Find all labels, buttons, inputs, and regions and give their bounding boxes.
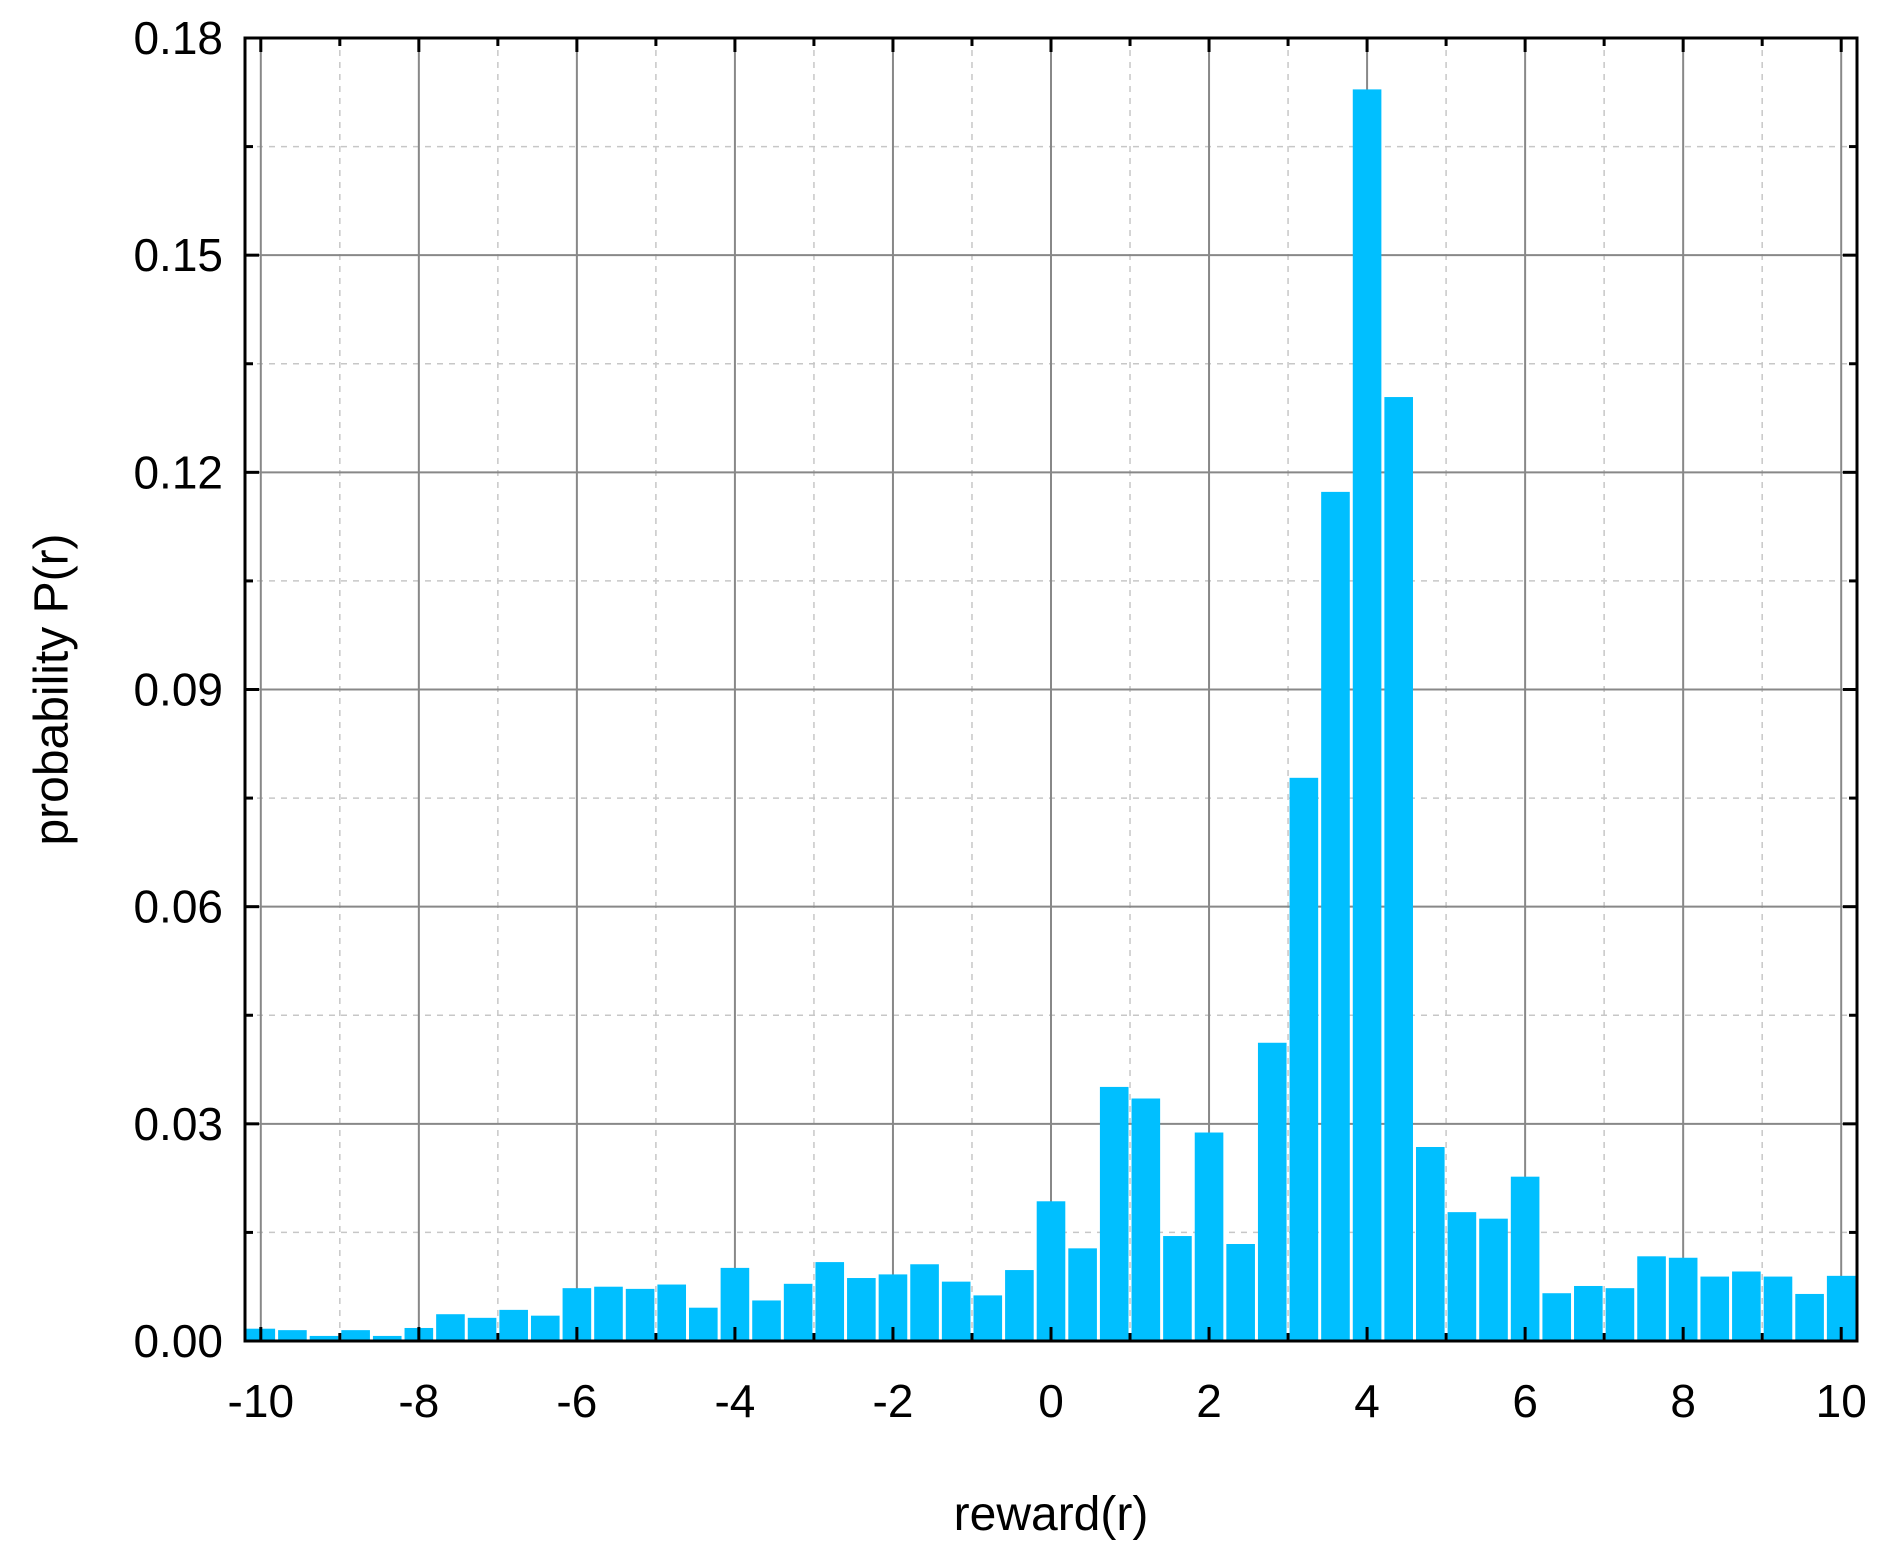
histogram-bar (1700, 1276, 1730, 1341)
histogram-bar (973, 1295, 1003, 1341)
histogram-bar (1415, 1146, 1445, 1341)
histogram-bar (1099, 1086, 1129, 1341)
histogram-bar (1574, 1285, 1603, 1341)
histogram-bar (1795, 1293, 1824, 1341)
histogram-bar (1036, 1201, 1066, 1341)
bars (246, 89, 1856, 1342)
x-axis-title: reward(r) (954, 1488, 1149, 1541)
x-tick-label: 4 (1354, 1375, 1380, 1427)
y-tick-label: 0.09 (133, 664, 223, 716)
histogram-bar (278, 1330, 307, 1341)
histogram-bar (625, 1288, 655, 1341)
histogram-bar (1163, 1236, 1192, 1341)
histogram-bar (594, 1286, 623, 1341)
x-tick-label: -8 (398, 1375, 439, 1427)
y-tick-labels: 0.00 0.03 0.06 0.09 0.12 0.15 0.18 (133, 12, 223, 1367)
histogram-bar (1068, 1248, 1097, 1341)
x-tick-labels: -10 -8 -6 -4 -2 0 2 4 6 8 10 (228, 1375, 1867, 1427)
histogram-bar (941, 1281, 971, 1341)
histogram-bar (1605, 1288, 1635, 1341)
x-tick-label: -4 (714, 1375, 755, 1427)
x-tick-label: 8 (1670, 1375, 1696, 1427)
histogram-bar (1542, 1293, 1572, 1341)
x-tick-label: -6 (556, 1375, 597, 1427)
histogram-bar (815, 1262, 845, 1341)
x-tick-label: 10 (1816, 1375, 1867, 1427)
histogram-bar (1732, 1271, 1761, 1341)
histogram-bar (1321, 491, 1350, 1342)
axes (243, 36, 1859, 1343)
histogram-bar (1194, 1132, 1224, 1341)
histogram-bar (467, 1317, 497, 1341)
histogram-bar (1005, 1270, 1034, 1341)
x-tick-label: -10 (228, 1375, 294, 1427)
histogram-bar (910, 1264, 939, 1341)
y-tick-label: 0.15 (133, 229, 223, 281)
y-tick-label: 0.03 (133, 1098, 223, 1150)
histogram-bar (1384, 397, 1413, 1341)
x-tick-label: 6 (1512, 1375, 1538, 1427)
histogram-bar (372, 1335, 402, 1341)
histogram-bar (1257, 1042, 1287, 1341)
histogram-bar (1131, 1098, 1161, 1341)
histogram-bar (436, 1314, 465, 1341)
histogram-bar (341, 1330, 370, 1341)
y-tick-label: 0.12 (133, 446, 223, 498)
histogram-bar (689, 1307, 718, 1341)
y-tick-label: 0.06 (133, 881, 223, 933)
histogram-bar (752, 1300, 781, 1341)
y-axis-title: probability P(r) (26, 533, 79, 845)
x-tick-label: 2 (1196, 1375, 1222, 1427)
histogram-bar (783, 1283, 813, 1341)
histogram-bar (1447, 1212, 1477, 1341)
histogram-bar (309, 1335, 339, 1341)
histogram-bar (530, 1315, 560, 1341)
y-tick-label: 0.00 (133, 1315, 223, 1367)
y-tick-label: 0.18 (133, 12, 223, 64)
x-tick-label: 0 (1038, 1375, 1064, 1427)
major-gridlines (245, 37, 1857, 1342)
histogram-bar (1510, 1176, 1540, 1341)
x-tick-label: -2 (873, 1375, 914, 1427)
histogram-bar (1637, 1256, 1666, 1341)
histogram-bar (847, 1278, 876, 1341)
histogram-bar (1226, 1243, 1255, 1341)
histogram-bar (499, 1309, 528, 1341)
histogram-bar (1763, 1276, 1793, 1341)
histogram-bar (1479, 1218, 1508, 1341)
histogram-bar (1352, 89, 1382, 1341)
histogram-bar (1289, 777, 1319, 1341)
histogram-bar (657, 1284, 687, 1341)
